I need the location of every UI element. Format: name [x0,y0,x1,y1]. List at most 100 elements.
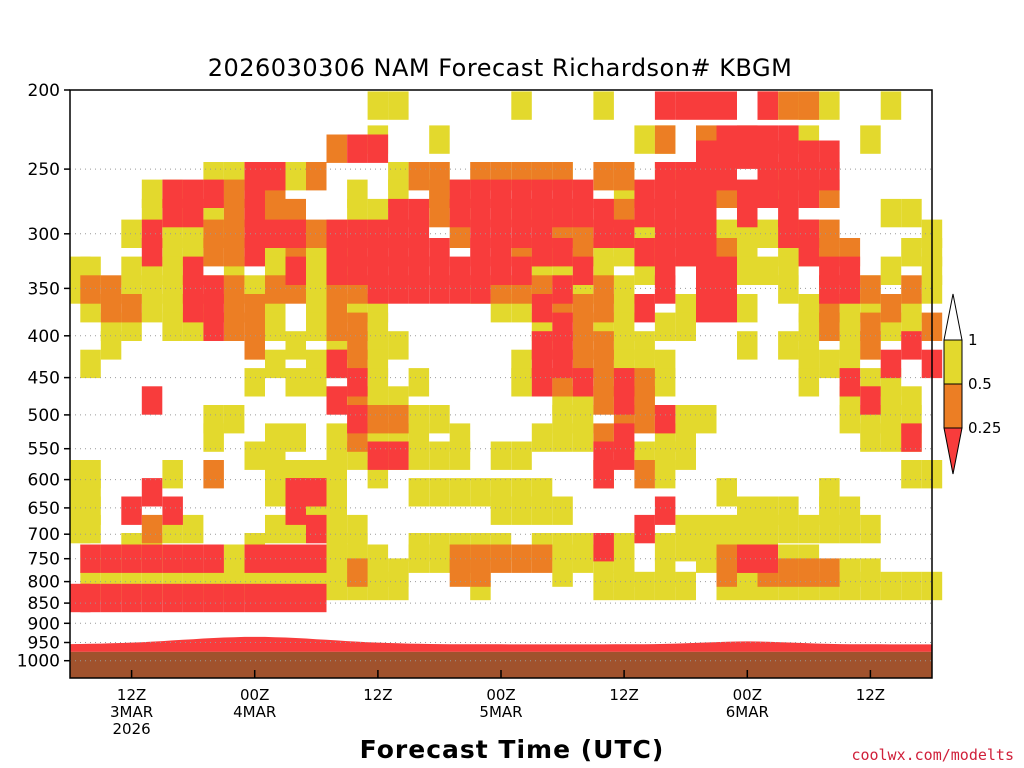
heatmap-cell [839,275,861,304]
heatmap-cell [654,91,676,120]
heatmap-cell [778,140,799,169]
heatmap-cell [593,386,614,415]
y-tick-label: 700 [28,525,60,545]
heatmap-cell [203,583,224,613]
heatmap-cell [531,368,553,397]
heatmap-cell [634,571,655,601]
heatmap-cell [798,140,820,169]
heatmap-cell [470,275,491,304]
heatmap-cell [880,294,902,323]
heatmap-cell [737,571,758,601]
heatmap-cell [593,571,614,601]
heatmap-cell [634,294,655,323]
heatmap-cell [203,423,224,452]
heatmap-cell [737,294,758,323]
heatmap-cell [429,275,450,304]
heatmap-cell [511,256,532,285]
y-tick-label: 650 [28,499,60,519]
heatmap-cell [757,544,778,573]
heatmap-cell [306,583,327,613]
heatmap-cell [716,478,737,507]
heatmap-cell [429,405,450,434]
heatmap-cell [162,583,183,613]
heatmap-cell [347,405,368,434]
heatmap-cell [388,441,409,470]
y-tick-label: 200 [28,81,60,101]
heatmap-cell [901,238,922,267]
heatmap-cell [778,558,799,587]
heatmap-cell [203,544,224,573]
legend-label-0.5: 0.5 [968,375,992,393]
heatmap-cell [901,198,922,228]
heatmap-cell [675,91,696,120]
x-tick-label: 6MAR [726,703,769,721]
heatmap-cell [306,219,327,248]
heatmap-cell [654,460,676,489]
heatmap-cell [572,198,594,228]
heatmap-cell [675,238,696,267]
x-tick-label: 12Z [856,686,885,704]
heatmap-cell [839,405,861,434]
heatmap-cell [531,423,553,452]
heatmap-cell [347,256,368,285]
heatmap-cell [285,331,306,360]
heatmap-cell [285,423,306,452]
heatmap-cell [470,478,491,507]
heatmap-cell [347,558,368,587]
heatmap-cell [860,331,881,360]
legend-swatch-yellow [943,339,963,385]
heatmap-cell [531,544,553,573]
heatmap-cell [429,478,450,507]
y-tick-label: 600 [28,471,60,491]
y-tick-label: 900 [28,614,60,634]
heatmap-cell [552,349,573,379]
heatmap-cell [100,583,122,613]
heatmap-cell [860,514,881,544]
x-tick-label: 3MAR [110,703,153,721]
x-tick-label: 12Z [609,686,638,704]
heatmap-cell [285,256,306,285]
heatmap-cell [511,496,532,525]
heatmap-cell [593,219,614,248]
heatmap-cell [367,134,389,163]
heatmap-cell [716,162,737,191]
heatmap-cell [490,496,512,525]
heatmap-cell [737,198,758,228]
heatmap-cell [716,294,737,323]
x-tick-label: 4MAR [233,703,276,721]
heatmap-cell [162,460,183,489]
heatmap-cell [901,331,922,360]
heatmap-cell [306,478,327,507]
heatmap-cell [121,583,142,613]
heatmap-cell [326,349,347,379]
y-tick-label: 500 [28,406,60,426]
x-tick-label: 00Z [733,686,762,704]
heatmap-cell [552,558,573,587]
heatmap-cell [347,368,368,397]
heatmap-cell [388,331,409,360]
heatmap-cell [326,134,347,163]
y-tick-label: 800 [28,573,60,593]
heatmap-cell [203,238,224,267]
heatmap-cell [798,558,820,587]
heatmap-cell [223,583,245,613]
y-tick-label: 350 [28,279,60,299]
chart-title: 2026030306 NAM Forecast Richardson# KBGM [208,54,793,82]
heatmap-cell [265,478,286,507]
heatmap-cell [901,423,922,452]
heatmap-cell [244,238,265,267]
heatmap-cell [737,331,758,360]
legend-top-arrow [943,293,963,341]
heatmap-cell [223,312,245,341]
heatmap-cell [449,198,471,228]
y-tick-label: 750 [28,550,60,570]
heatmap-cell [490,441,512,470]
heatmap-cell [367,405,389,434]
heatmap-cell [408,544,430,573]
heatmap-cell [367,275,389,304]
y-tick-label: 550 [28,440,60,460]
heatmap-cell [860,275,881,304]
heatmap-cell [613,162,635,191]
heatmap-cell [408,478,430,507]
